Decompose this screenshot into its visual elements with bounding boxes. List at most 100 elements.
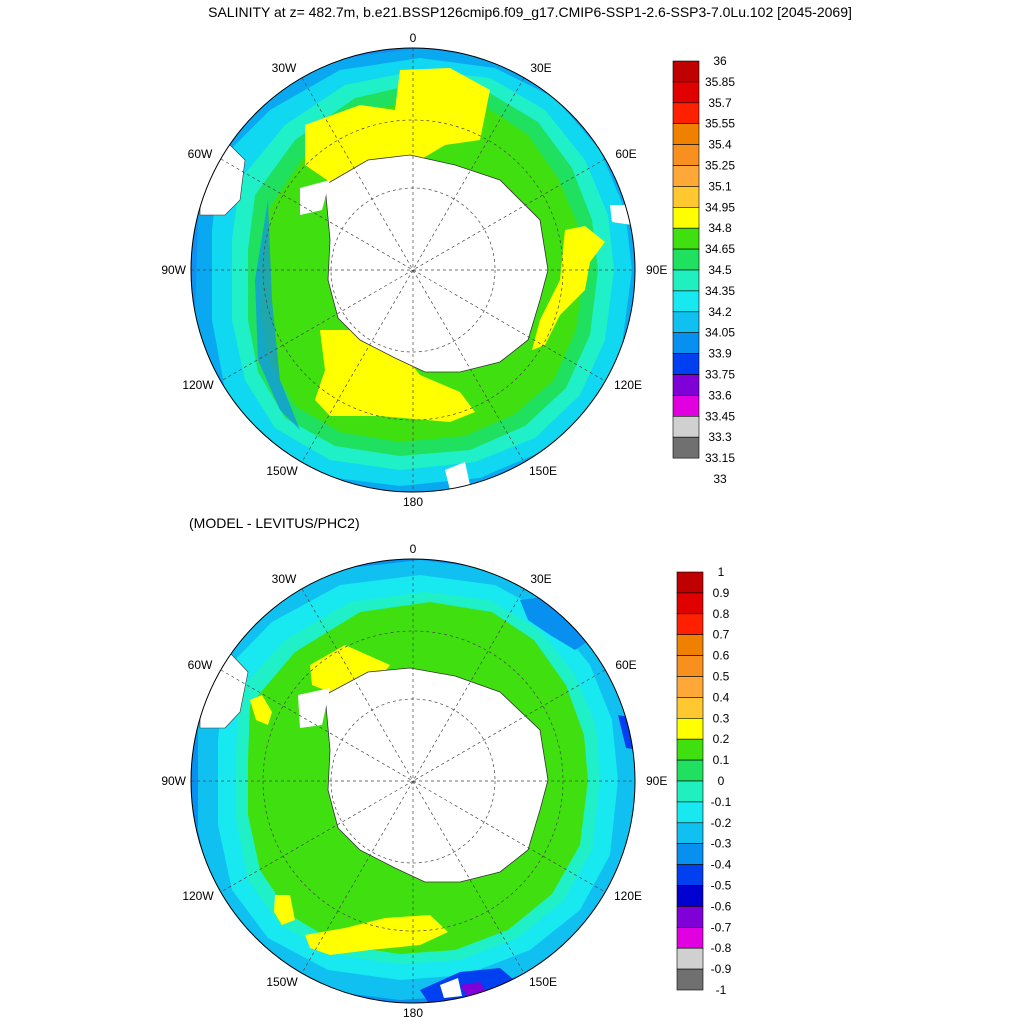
colorbar-label: 0.7 [713,628,730,642]
lon-label-60w: 60W [188,658,213,672]
lon-label-150w: 150W [266,464,298,478]
lon-label-90e: 90E [646,774,667,788]
difference-colorbar: 1 0.9 0.8 0.7 0.6 0.5 0.4 0.3 0.2 0.1 0 -0.1 -0.2 -0.… [676,565,732,997]
colorbar-swatch [672,415,700,438]
colorbar-label: 34.05 [705,326,735,340]
colorbar-label: 34.35 [705,284,735,298]
colorbar-swatch [676,968,704,991]
lon-label-150w: 150W [266,975,298,989]
colorbar-label: 34.5 [708,263,732,277]
colorbar-label: 0.2 [713,732,730,746]
colorbar-swatch [676,634,704,656]
colorbar-label: -0.7 [711,920,732,934]
lon-label-150e: 150E [529,464,557,478]
lon-label-90w: 90W [161,774,186,788]
colorbar-swatch [672,207,700,229]
colorbar-label: 1 [718,565,725,579]
colorbar-swatch [672,60,700,83]
colorbar-swatch [676,906,704,928]
colorbar-label: 34.2 [708,305,732,319]
colorbar-swatch [676,843,704,865]
colorbar-swatch [672,436,700,459]
colorbar-label: -0.3 [711,837,732,851]
colorbar-swatch [676,822,704,844]
colorbar-swatch [672,165,700,187]
colorbar-label: 35.7 [708,96,732,110]
colorbar-label: -0.1 [711,795,732,809]
colorbar-label: 33.6 [708,388,732,402]
lon-label-120e: 120E [614,378,642,392]
colorbar-label: 33 [713,472,727,486]
colorbar-label: 35.1 [708,179,732,193]
colorbar-label: -0.9 [711,962,732,976]
colorbar-swatch [676,780,704,803]
colorbar-swatch [672,81,700,104]
colorbar-label: 0.1 [713,753,730,767]
lon-label-90w: 90W [161,263,186,277]
colorbar-label: 35.4 [708,138,732,152]
colorbar-swatch [676,864,704,886]
colorbar-swatch [672,144,700,166]
lon-label-60w: 60W [188,147,213,161]
colorbar-swatch [676,613,704,635]
colorbar-label: -1 [716,983,727,997]
colorbar-label: 33.45 [705,409,735,423]
colorbar-swatch [672,374,700,396]
salinity-colorbar: 36 35.85 35.7 35.55 35.4 35.25 35.1 34.95 34.8 34… [672,54,735,486]
colorbar-swatch [676,571,704,594]
lon-label-60e: 60E [615,147,636,161]
difference-subtitle: (MODEL - LEVITUS/PHC2) [189,515,360,531]
colorbar-label: 36 [713,54,727,68]
colorbar-swatch [676,947,704,970]
lon-label-180: 180 [403,1006,423,1020]
lon-label-120w: 120W [182,378,214,392]
colorbar-swatch [676,759,704,782]
colorbar-swatch [676,697,704,719]
colorbar-label: 34.8 [708,221,732,235]
lon-label-60e: 60E [615,658,636,672]
colorbar-label: 34.65 [705,242,735,256]
lon-label-30w: 30W [272,572,297,586]
colorbar-swatch [676,655,704,677]
colorbar-label: 35.25 [705,159,735,173]
colorbar-swatch [676,592,704,615]
lon-label-0: 0 [410,31,417,45]
colorbar-label: -0.6 [711,899,732,913]
colorbar-label: -0.2 [711,816,732,830]
colorbar-swatch [676,738,704,761]
colorbar-swatch [672,395,700,417]
lon-label-90e: 90E [646,263,667,277]
colorbar-swatch [672,311,700,333]
colorbar-swatch [676,676,704,698]
colorbar-label: 0.4 [713,690,730,704]
colorbar-swatch [676,717,704,740]
difference-map: 0 180 90W 90E 30W 60W 30E 60E 120W 150W … [161,542,667,1020]
plot-title: SALINITY at z= 482.7m, b.e21.BSSP126cmip… [208,4,852,20]
lon-label-120w: 120W [182,889,214,903]
lon-label-30w: 30W [272,61,297,75]
colorbar-label: 33.3 [708,430,732,444]
colorbar-swatch [672,332,700,354]
colorbar-label: -0.4 [711,858,732,872]
colorbar-swatch [672,186,700,208]
colorbar-swatch [672,227,700,250]
colorbar-swatch [672,123,700,145]
colorbar-label: 0.5 [713,670,730,684]
colorbar-label: 35.85 [705,75,735,89]
colorbar-swatch [672,269,700,292]
lon-label-120e: 120E [614,889,642,903]
colorbar-swatch [676,801,704,824]
colorbar-swatch [676,885,704,907]
lon-label-30e: 30E [530,61,551,75]
colorbar-label: 0.9 [713,586,730,600]
colorbar-label: -0.5 [711,879,732,893]
colorbar-swatch [672,290,700,313]
colorbar-label: 33.15 [705,451,735,465]
colorbar-swatch [672,353,700,375]
colorbar-label: -0.8 [711,941,732,955]
colorbar-label: 0.8 [713,607,730,621]
lon-label-180: 180 [403,495,423,509]
colorbar-label: 33.9 [708,347,732,361]
lon-label-150e: 150E [529,975,557,989]
